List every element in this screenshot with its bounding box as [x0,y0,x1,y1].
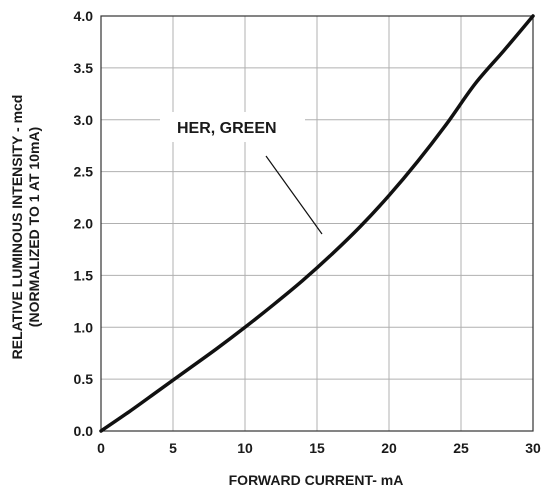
x-tick-label: 0 [97,440,105,456]
x-tick-label: 5 [169,440,177,456]
y-tick-label: 0.5 [74,371,94,387]
x-tick-label: 15 [309,440,325,456]
grid [101,16,533,431]
y-tick-label: 4.0 [74,8,94,24]
y-tick-label: 1.0 [74,319,94,335]
y-tick-label: 0.0 [74,423,94,439]
x-tick-label: 20 [381,440,397,456]
y-axis-title-line2: (NORMALIZED TO 1 AT 10mA) [26,127,42,327]
y-tick-label: 1.5 [74,267,94,283]
y-tick-label: 3.0 [74,112,94,128]
y-axis-title-line1: RELATIVE LUMINOUS INTENSITY - mcd [9,95,25,360]
x-tick-labels: 0 5 10 15 20 25 30 [97,440,541,456]
annotations: HER, GREEN [160,112,323,235]
y-tick-label: 3.5 [74,60,94,76]
series-group [99,14,535,433]
y-tick-label: 2.0 [74,216,94,232]
plot-frame [100,15,534,432]
x-tick-label: 10 [237,440,253,456]
x-tick-label: 25 [453,440,469,456]
plot-border [100,15,534,432]
y-tick-label: 2.5 [74,164,94,180]
annotation-label: HER, GREEN [177,120,277,137]
x-axis-title: FORWARD CURRENT- mA [229,472,404,488]
series-line-0 [99,14,535,433]
annotation-leader-line [265,155,323,235]
annotation-background [160,112,305,142]
x-tick-label: 30 [525,440,541,456]
y-tick-labels: 0.0 0.5 1.0 1.5 2.0 2.5 3.0 3.5 4.0 [74,8,94,439]
